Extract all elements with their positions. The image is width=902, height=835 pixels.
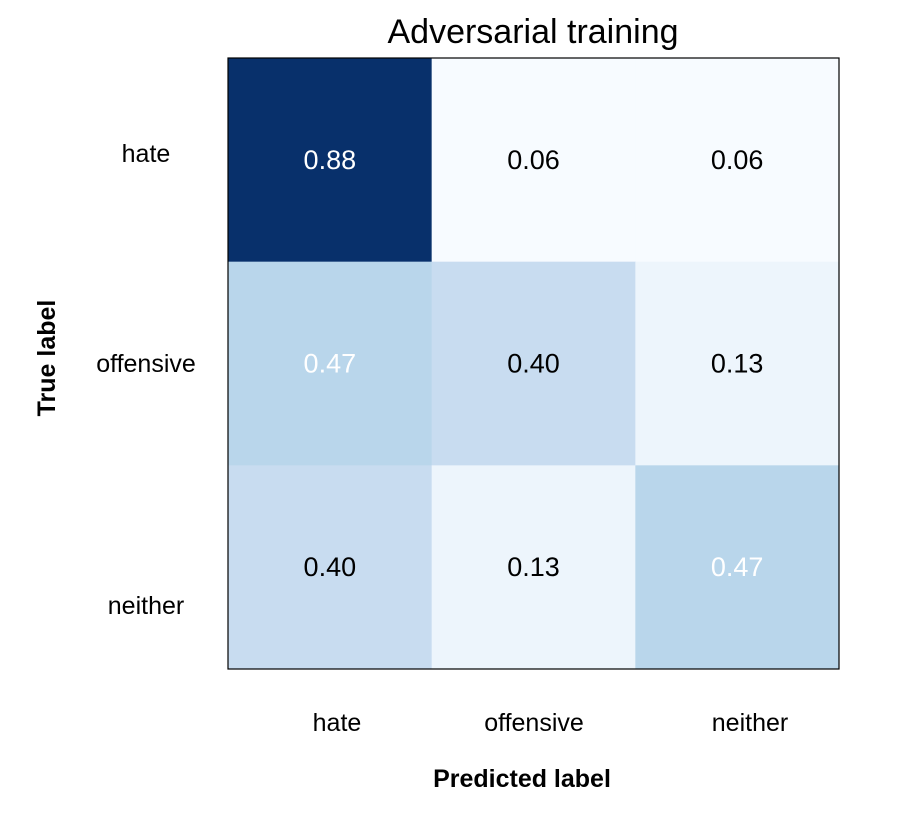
x-tick-label: neither: [712, 709, 788, 737]
heatmap-cell-label: 0.06: [711, 145, 764, 175]
heatmap-cell: [431, 58, 636, 263]
heatmap-cell-labels: 0.88 0.06 0.06 0.47 0.40 0.13 0.40 0.13 0.47: [304, 145, 764, 582]
heatmap-cell: [228, 58, 433, 263]
heatmap-cell: [635, 261, 840, 466]
heatmap-cell-label: 0.40: [304, 552, 357, 582]
heatmap-cell: [431, 465, 636, 670]
heatmap-cell: [635, 465, 840, 670]
plot-frame: [227, 57, 840, 670]
heatmap-cell-label: 0.06: [507, 145, 560, 175]
heatmap-cell: [635, 58, 840, 263]
heatmap-cell-label: 0.47: [304, 349, 357, 379]
heatmap-cell: [228, 465, 433, 670]
y-tick-label: offensive: [96, 350, 196, 378]
x-tick-labels: hate offensive neither: [313, 709, 789, 737]
heatmap-cell-label: 0.40: [507, 349, 560, 379]
y-axis-label: True label: [33, 300, 61, 417]
y-tick-label: neither: [108, 592, 184, 620]
y-tick-labels: hate offensive neither: [96, 140, 196, 620]
heatmap-cells: [228, 58, 840, 670]
x-tick-label: hate: [313, 709, 362, 737]
heatmap-cell-label: 0.88: [304, 145, 357, 175]
heatmap-cell: [431, 261, 636, 466]
heatmap-cell: [228, 261, 433, 466]
x-tick-label: offensive: [484, 709, 584, 737]
heatmap-cell-label: 0.47: [711, 552, 764, 582]
chart-title: Adversarial training: [387, 13, 678, 51]
heatmap-cell-label: 0.13: [711, 349, 764, 379]
x-axis-label: Predicted label: [433, 765, 611, 793]
y-tick-label: hate: [122, 140, 171, 168]
heatmap-cell-label: 0.13: [507, 552, 560, 582]
